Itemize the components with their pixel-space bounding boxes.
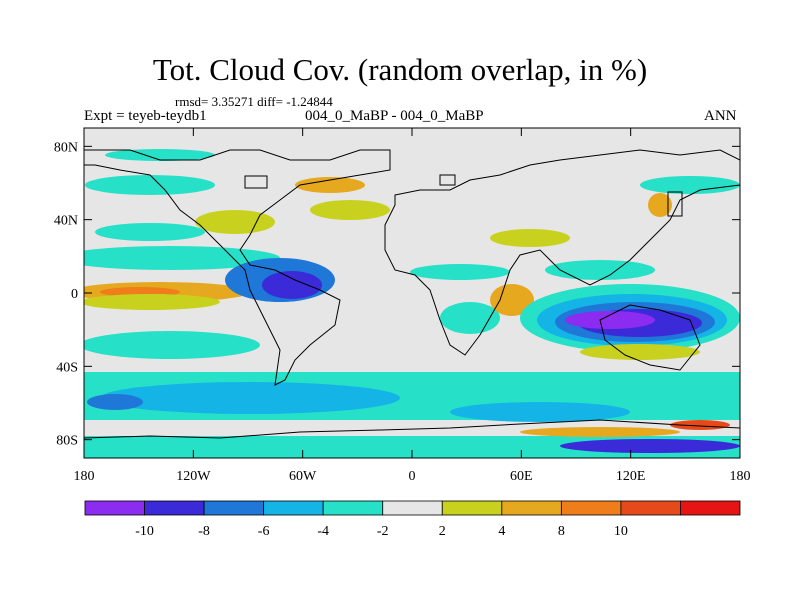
colorbar-swatch: [620, 500, 681, 516]
colorbar-swatch: [322, 500, 384, 516]
y-tick-label: 40N: [54, 214, 78, 229]
coastline-antarctica: [84, 419, 740, 439]
contour-antarctic-band: [84, 436, 740, 458]
x-tick-label: 60W: [289, 469, 317, 484]
colorbar-label: -10: [135, 524, 154, 539]
colorbar: -10 -8 -6 -4 -2 2 4 8 10: [84, 500, 741, 539]
x-tick-label: 180: [74, 469, 95, 484]
experiment-label: Expt = teyeb-teydb1: [84, 108, 207, 124]
contour-antarctic-min: [560, 439, 740, 453]
contour-e-pacific-yellow: [84, 294, 220, 310]
contour-greenland-max: [295, 177, 365, 193]
contour-southern-ocean-core: [100, 382, 400, 414]
y-tick-label: 40S: [56, 360, 78, 375]
y-tick-label: 0: [71, 287, 78, 302]
contour-w-pacific-min: [565, 311, 655, 329]
contour-fields: [84, 149, 740, 458]
colorbar-swatch: [84, 500, 145, 516]
contour-antarctic-max: [520, 427, 680, 437]
contour-antarctic-peak: [670, 420, 730, 430]
contour-w-africa-band: [410, 264, 510, 280]
colorbar-swatch: [680, 500, 741, 516]
coastline-hudson: [244, 175, 268, 189]
coastline-eurasia-africa: [384, 149, 740, 356]
coastline-americas: [84, 149, 391, 386]
colorbar-label: 4: [498, 524, 505, 539]
contour-s-pacific-band: [84, 331, 260, 359]
case-label: 004_0_MaBP - 004_0_MaBP: [305, 108, 484, 124]
colorbar-label: -8: [198, 524, 210, 539]
x-tick-label: 0: [409, 469, 416, 484]
contour-southern-ocean-min: [87, 394, 143, 410]
rmsd-diff-label: rmsd= 3.35271 diff= -1.24844: [175, 94, 333, 109]
x-tick-label: 60E: [510, 469, 533, 484]
coastlines: [84, 149, 740, 439]
colorbar-label: 10: [614, 524, 628, 539]
colorbar-label: 8: [558, 524, 565, 539]
contour-w-pacific-north: [545, 260, 655, 280]
contour-n-pacific-band: [84, 246, 280, 270]
colorbar-label: -6: [258, 524, 270, 539]
contour-n-pacific-yellow: [195, 210, 275, 234]
coastline-japan: [667, 191, 683, 217]
contour-kamchatka-max: [648, 193, 672, 217]
x-tick-label: 180: [730, 469, 751, 484]
season-label: ANN: [704, 108, 737, 124]
colorbar-swatch: [382, 500, 443, 516]
contour-s-atlantic-patch: [440, 302, 500, 334]
contour-nw-pacific-high: [640, 176, 740, 194]
y-tick-label: 80S: [56, 434, 78, 449]
contour-arctic-band: [105, 149, 215, 161]
contour-n-pacific-mid: [95, 223, 205, 241]
contour-n-pacific-high: [85, 175, 215, 195]
coastline-australia: [599, 304, 701, 371]
map-axes: 180 120W 60W 0 60E 120E 180 80N 40N 0 40S 80S: [54, 128, 751, 484]
colorbar-swatch: [144, 500, 205, 516]
contour-southern-ocean-east: [450, 402, 630, 422]
coastline-scandinavia: [439, 174, 456, 186]
map-title: Tot. Cloud Cov. (random overlap, in %): [152, 52, 648, 87]
contour-w-pacific-south-yellow: [580, 344, 700, 360]
colorbar-swatch: [263, 500, 324, 516]
colorbar-swatch: [560, 500, 622, 516]
colorbar-swatch: [441, 500, 503, 516]
contour-e-africa-max: [490, 284, 534, 316]
contour-n-atlantic-yellow: [310, 200, 390, 220]
colorbar-swatch: [203, 500, 265, 516]
x-tick-label: 120W: [176, 469, 211, 484]
x-tick-label: 120E: [616, 469, 646, 484]
colorbar-swatch: [501, 500, 562, 516]
contour-s-america-min: [262, 271, 322, 299]
colorbar-label: 2: [439, 524, 446, 539]
contour-mideast-yellow: [490, 229, 570, 247]
colorbar-label: -2: [377, 524, 389, 539]
y-tick-label: 80N: [54, 140, 78, 155]
colorbar-label: -4: [317, 524, 329, 539]
